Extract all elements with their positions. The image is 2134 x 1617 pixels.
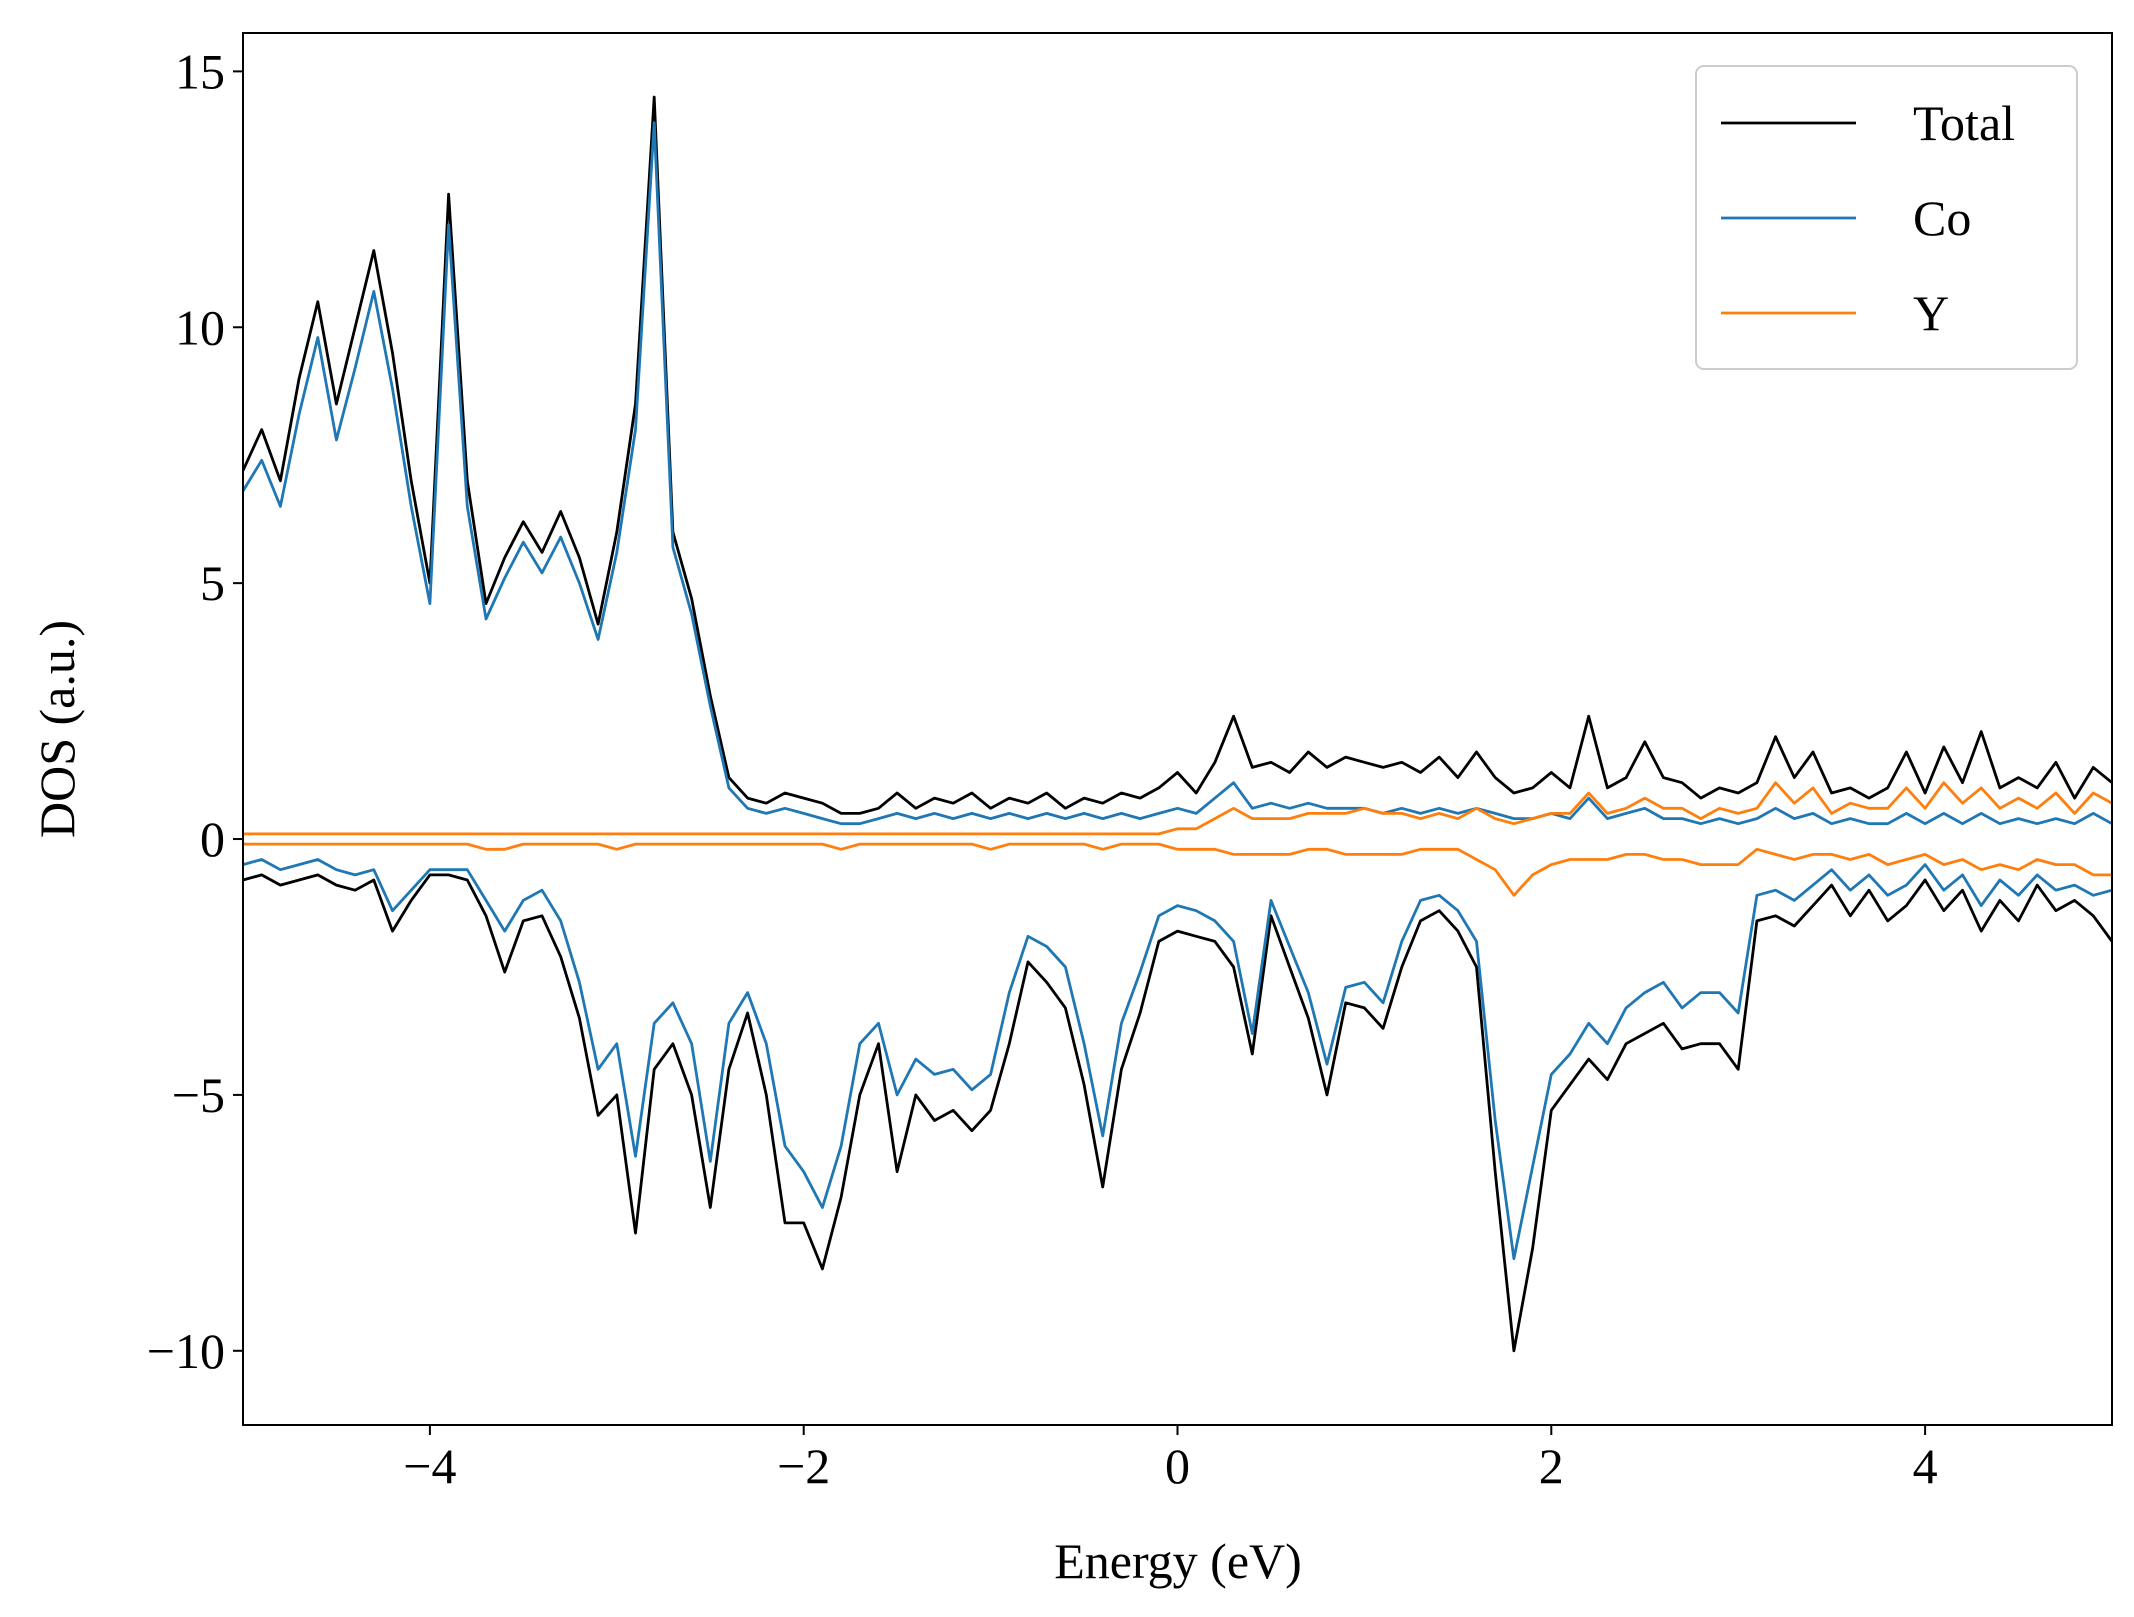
legend-box [1695, 65, 2078, 370]
legend-label: Y [1913, 285, 1949, 341]
y-tick-label: −10 [147, 1323, 225, 1379]
line [243, 873, 2112, 1353]
line [243, 121, 2112, 826]
y-axis-label: DOS (a.u.) [29, 620, 85, 838]
x-tick-label: 2 [1539, 1438, 1564, 1494]
y-tick-label: 0 [200, 811, 225, 867]
line [243, 842, 2112, 897]
x-tick-label: −4 [403, 1438, 456, 1494]
y-tick-label: 10 [175, 299, 225, 355]
y-tick-label: 15 [175, 43, 225, 99]
x-tick-label: 4 [1913, 1438, 1938, 1494]
line [243, 781, 2112, 836]
legend-label: Total [1913, 95, 2015, 151]
y-tick-label: 5 [200, 555, 225, 611]
line [243, 95, 2112, 815]
y-tick-label: −5 [172, 1067, 225, 1123]
legend-label: Co [1913, 190, 1971, 246]
x-tick-label: 0 [1165, 1438, 1190, 1494]
x-tick-label: −2 [777, 1438, 830, 1494]
x-axis-label: Energy (eV) [1054, 1533, 1302, 1589]
line [243, 858, 2112, 1261]
